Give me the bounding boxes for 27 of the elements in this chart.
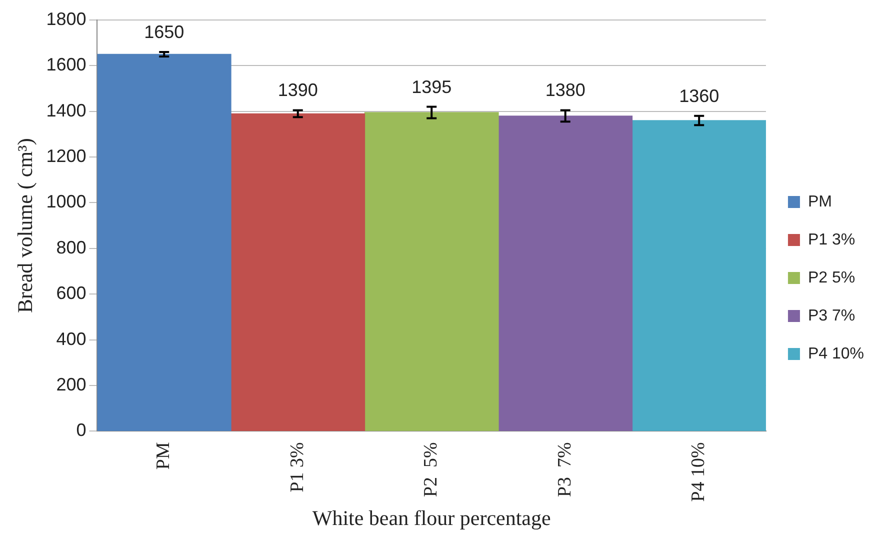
x-tick-label: P1 3% [286, 442, 308, 492]
legend-label: P3 7% [808, 307, 856, 324]
y-tick-label: 1400 [46, 100, 86, 120]
legend-label: PM [808, 193, 832, 210]
y-axis-title: Bread volume ( cm³) [13, 138, 38, 313]
y-tick-label: 0 [76, 420, 86, 440]
y-tick-label: 1600 [46, 54, 86, 75]
x-tick-label: P2 5% [420, 442, 442, 498]
x-axis-title: White bean flour percentage [312, 506, 551, 530]
legend-label: P4 10% [808, 345, 864, 362]
legend-label: P1 3% [808, 231, 856, 248]
data-label: 1395 [412, 76, 452, 97]
x-tick-label: PM [153, 442, 174, 470]
y-tick-label: 1800 [46, 8, 86, 29]
y-tick-label: 200 [56, 374, 86, 394]
legend-label: P2 5% [808, 269, 856, 286]
y-tick-label: 1200 [46, 146, 86, 166]
data-label: 1390 [278, 80, 318, 100]
x-tick-label: P3 7% [554, 442, 576, 498]
data-label: 1380 [545, 80, 586, 100]
y-tick-label: 800 [56, 237, 86, 258]
y-tick-label: 1000 [46, 192, 86, 212]
data-label: 1360 [679, 86, 720, 106]
y-tick-label: 400 [56, 328, 86, 349]
data-label: 1650 [144, 22, 184, 42]
x-tick-label: P4 10% [688, 442, 710, 502]
y-tick-label: 600 [56, 283, 86, 304]
